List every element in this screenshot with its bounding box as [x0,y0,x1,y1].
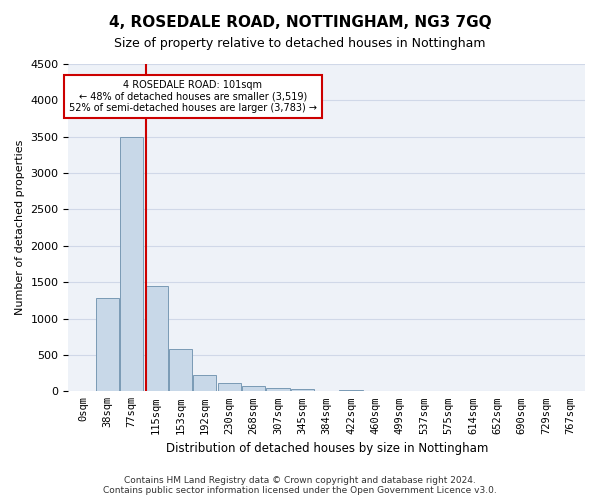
Bar [291,389,314,392]
Y-axis label: Number of detached properties: Number of detached properties [15,140,25,316]
Bar [145,286,168,392]
Bar [169,349,192,392]
Text: 4 ROSEDALE ROAD: 101sqm
← 48% of detached houses are smaller (3,519)
52% of semi: 4 ROSEDALE ROAD: 101sqm ← 48% of detache… [68,80,317,113]
Bar [340,390,362,392]
Bar [96,298,119,392]
X-axis label: Distribution of detached houses by size in Nottingham: Distribution of detached houses by size … [166,442,488,455]
Bar [193,376,217,392]
Bar [120,136,143,392]
Text: Size of property relative to detached houses in Nottingham: Size of property relative to detached ho… [114,38,486,51]
Bar [218,384,241,392]
Text: 4, ROSEDALE ROAD, NOTTINGHAM, NG3 7GQ: 4, ROSEDALE ROAD, NOTTINGHAM, NG3 7GQ [109,15,491,30]
Bar [266,388,290,392]
Bar [71,390,95,392]
Text: Contains HM Land Registry data © Crown copyright and database right 2024.
Contai: Contains HM Land Registry data © Crown c… [103,476,497,495]
Bar [242,386,265,392]
